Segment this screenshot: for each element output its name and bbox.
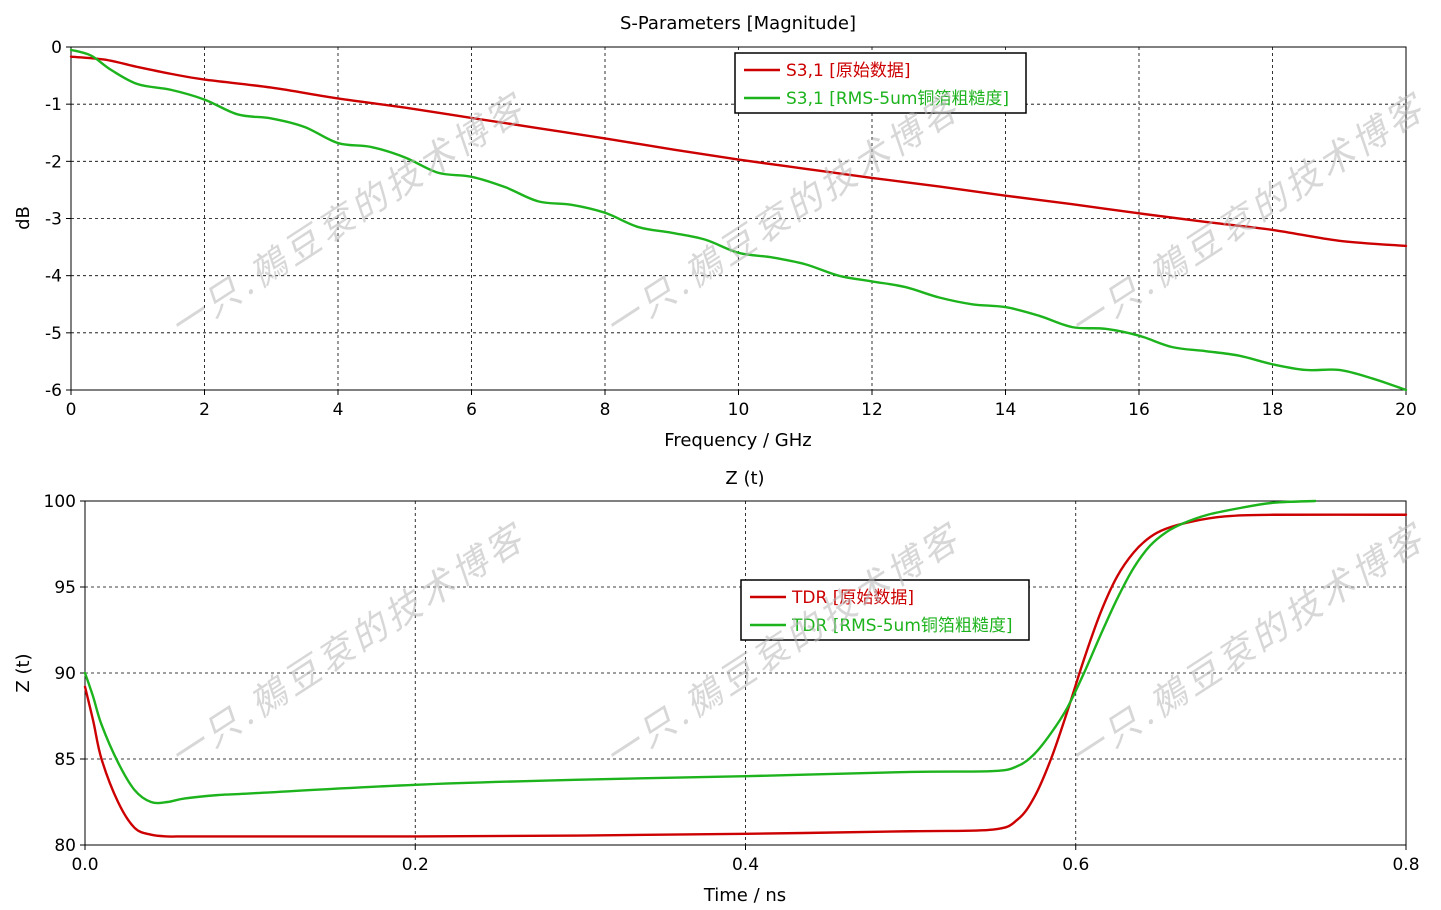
legend: TDR [原始数据] TDR [RMS-5um铜箔粗糙度] — [740, 579, 1030, 641]
tick-labels: 0 2 4 6 8 10 12 14 16 18 20 0 -1 -2 -3 -4 -5 -6 — [45, 38, 1417, 420]
y-axis-label: Z (t) — [13, 653, 34, 692]
y-tick-label: -5 — [45, 324, 62, 344]
x-axis-label: Time / ns — [703, 885, 786, 906]
series-group — [83, 499, 1408, 838]
watermark: 一只.鵺豆袞的技术博客 — [598, 517, 969, 778]
series-group — [69, 48, 1408, 392]
x-tick-label: 14 — [995, 400, 1017, 420]
legend: S3,1 [原始数据] S3,1 [RMS-5um铜箔粗糙度] — [734, 52, 1027, 114]
x-tick-label: 10 — [728, 400, 750, 420]
x-tick-label: 12 — [861, 400, 883, 420]
y-tick-label: -1 — [45, 95, 62, 115]
y-tick-label: -2 — [45, 152, 62, 172]
legend-entry-original: S3,1 [原始数据] — [786, 61, 911, 81]
series-line-original — [83, 513, 1408, 838]
legend-entry-rms-5um: S3,1 [RMS-5um铜箔粗糙度] — [786, 89, 1009, 109]
s-parameters-chart: S-Parameters [Magnitude] 0 2 4 6 8 10 12 14 16 18… — [13, 13, 1417, 451]
x-tick-label: 0.2 — [402, 855, 429, 875]
tick-labels: 0.0 0.2 0.4 0.6 0.8 100 95 90 85 80 — [44, 492, 1420, 875]
series-line-rms-5um — [83, 499, 1317, 805]
watermark: 一只.鵺豆袞的技术博客 — [163, 87, 534, 348]
x-tick-label: 18 — [1262, 400, 1284, 420]
x-tick-label: 20 — [1395, 400, 1417, 420]
watermark: 一只.鵺豆袞的技术博客 — [1063, 87, 1434, 348]
x-tick-label: 16 — [1128, 400, 1150, 420]
series-line-rms-5um — [69, 48, 1408, 392]
y-tick-label: 0 — [51, 38, 62, 58]
x-tick-label: 8 — [600, 400, 611, 420]
plot-area — [70, 46, 1407, 391]
watermark: 一只.鵺豆袞的技术博客 — [598, 87, 969, 348]
legend-box — [734, 52, 1027, 114]
x-tick-label: 0.8 — [1392, 855, 1419, 875]
tdr-chart: Z (t) 0.0 0.2 0.4 0.6 0.8 100 95 90 85 80 Time / … — [13, 468, 1420, 906]
y-tick-label: 80 — [54, 836, 76, 856]
x-tick-label: 4 — [333, 400, 344, 420]
x-tick-label: 6 — [466, 400, 477, 420]
legend-box — [740, 579, 1030, 641]
y-tick-label: 95 — [54, 578, 76, 598]
x-tick-label: 2 — [199, 400, 210, 420]
x-tick-label: 0.4 — [732, 855, 759, 875]
series-line-original — [69, 55, 1408, 248]
x-tick-label: 0.6 — [1062, 855, 1089, 875]
x-tick-label: 0 — [66, 400, 77, 420]
legend-entry-rms-5um: TDR [RMS-5um铜箔粗糙度] — [791, 616, 1013, 636]
y-tick-label: 85 — [54, 750, 76, 770]
y-tick-label: -6 — [45, 381, 62, 401]
legend-entry-original: TDR [原始数据] — [791, 588, 914, 608]
y-axis-label: dB — [13, 206, 34, 230]
chart-title: Z (t) — [725, 468, 764, 489]
watermark: 一只.鵺豆袞的技术博客 — [163, 517, 534, 778]
y-tick-label: 100 — [44, 492, 76, 512]
chart-title: S-Parameters [Magnitude] — [620, 13, 856, 34]
x-tick-label: 0.0 — [71, 855, 98, 875]
x-axis-label: Frequency / GHz — [664, 430, 811, 451]
y-tick-label: 90 — [54, 664, 76, 684]
y-tick-label: -3 — [45, 210, 62, 230]
y-tick-label: -4 — [45, 267, 62, 287]
watermark: 一只.鵺豆袞的技术博客 — [1063, 517, 1434, 778]
